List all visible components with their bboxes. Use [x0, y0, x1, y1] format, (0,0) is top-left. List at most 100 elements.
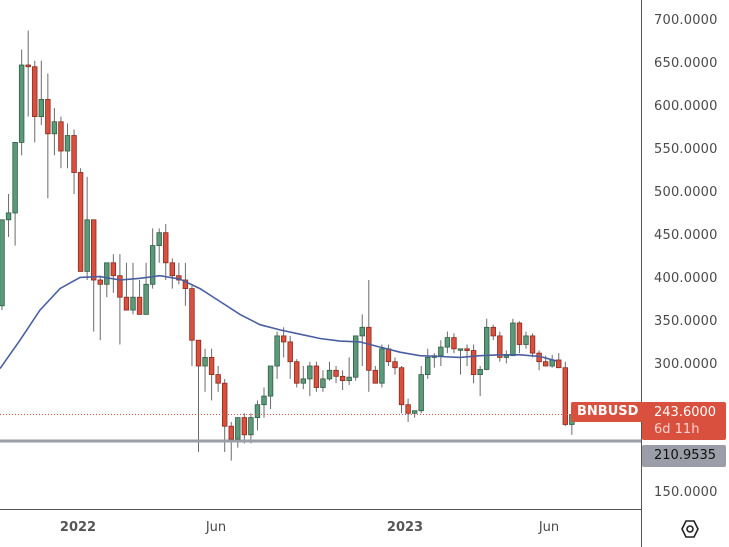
symbol-label: BNBUSD	[571, 402, 645, 422]
candle-body[interactable]	[542, 361, 549, 367]
candle-body[interactable]	[110, 262, 117, 277]
candle-body[interactable]	[333, 369, 339, 377]
candle-body[interactable]	[38, 99, 44, 118]
candle-body[interactable]	[91, 219, 97, 281]
candle-body[interactable]	[18, 64, 25, 143]
candle-body[interactable]	[510, 322, 516, 357]
candle-body[interactable]	[366, 326, 372, 371]
candle-body[interactable]	[84, 219, 90, 272]
candle-body[interactable]	[104, 262, 110, 285]
candle-body[interactable]	[143, 283, 149, 315]
candle-body[interactable]	[372, 369, 379, 384]
candle-body[interactable]	[117, 275, 123, 298]
candle-body[interactable]	[352, 335, 359, 378]
candle-body[interactable]	[123, 296, 130, 311]
candle-body[interactable]	[392, 361, 398, 369]
candle-body[interactable]	[25, 64, 31, 68]
candle-body[interactable]	[490, 326, 496, 337]
candle-body[interactable]	[339, 375, 346, 382]
candle-body[interactable]	[294, 361, 300, 384]
candle-body[interactable]	[0, 219, 5, 307]
candle-body[interactable]	[5, 212, 12, 221]
candle-body[interactable]	[221, 382, 228, 427]
price-tick-label: 450.0000	[654, 228, 718, 243]
candle-body[interactable]	[280, 335, 287, 343]
candle-body[interactable]	[195, 339, 202, 367]
candle-body[interactable]	[169, 262, 175, 277]
candle-body[interactable]	[320, 378, 326, 388]
candle-body[interactable]	[202, 356, 208, 367]
price-tick-label: 300.0000	[654, 357, 718, 372]
candle-body[interactable]	[529, 335, 536, 354]
candle-body[interactable]	[163, 232, 169, 264]
candle-body[interactable]	[346, 376, 352, 382]
candle-body[interactable]	[326, 369, 333, 380]
candle-body[interactable]	[385, 348, 392, 363]
candle-body[interactable]	[405, 404, 411, 414]
candle-body[interactable]	[444, 337, 451, 348]
price-tick-label: 150.0000	[654, 485, 718, 500]
price-tick-label: 650.0000	[654, 56, 718, 71]
candle-body[interactable]	[503, 355, 510, 358]
candle-body[interactable]	[556, 359, 562, 369]
candle-body[interactable]	[300, 378, 306, 384]
candle-body[interactable]	[71, 135, 77, 173]
candle-body[interactable]	[425, 356, 431, 375]
candle-body[interactable]	[411, 410, 418, 414]
price-tick-label: 400.0000	[654, 271, 718, 286]
candle-body[interactable]	[189, 288, 195, 341]
candle-body[interactable]	[398, 367, 405, 406]
candle-body[interactable]	[464, 348, 470, 351]
price-tick-label: 600.0000	[654, 99, 718, 114]
price-tick-label: 350.0000	[654, 314, 718, 329]
candle-body[interactable]	[32, 66, 38, 118]
candle-body[interactable]	[438, 346, 444, 357]
candle-body[interactable]	[182, 279, 189, 290]
candle-body[interactable]	[287, 341, 293, 363]
candle-body[interactable]	[64, 135, 71, 152]
candle-body[interactable]	[130, 296, 136, 311]
candle-body[interactable]	[274, 335, 280, 367]
candle-body[interactable]	[208, 356, 215, 375]
candles-layer	[0, 30, 575, 461]
candle-body[interactable]	[215, 374, 221, 384]
time-tick-label: 2022	[59, 520, 97, 535]
candle-body[interactable]	[523, 335, 529, 345]
candle-body[interactable]	[136, 296, 143, 315]
candle-body[interactable]	[497, 335, 503, 358]
candle-body[interactable]	[97, 279, 103, 285]
candle-body[interactable]	[235, 417, 241, 440]
candle-body[interactable]	[149, 245, 156, 285]
level-price-tag: 210.9535	[642, 445, 726, 467]
settings-icon[interactable]	[680, 519, 700, 539]
candle-body[interactable]	[156, 232, 162, 246]
current-price-tag: 243.6000 6d 11h	[642, 402, 726, 440]
time-tick-label: 2023	[386, 520, 424, 535]
candle-body[interactable]	[248, 417, 254, 436]
bar-countdown: 6d 11h	[654, 422, 700, 437]
candle-body[interactable]	[261, 395, 267, 406]
candle-body[interactable]	[307, 365, 313, 380]
candle-body[interactable]	[457, 348, 464, 351]
time-tick-label: Jun	[538, 520, 560, 535]
candle-body[interactable]	[51, 121, 58, 135]
candle-body[interactable]	[267, 365, 274, 397]
candle-body[interactable]	[451, 337, 457, 350]
candle-body[interactable]	[477, 369, 483, 376]
candle-body[interactable]	[45, 99, 51, 135]
candle-body[interactable]	[516, 322, 523, 345]
candle-body[interactable]	[241, 417, 248, 436]
candle-body[interactable]	[313, 365, 320, 388]
candle-body[interactable]	[58, 121, 64, 152]
candle-body[interactable]	[483, 326, 490, 370]
candle-body[interactable]	[77, 172, 84, 272]
candle-body[interactable]	[228, 425, 234, 440]
candle-body[interactable]	[359, 326, 365, 337]
candle-body[interactable]	[254, 404, 261, 419]
candle-body[interactable]	[562, 367, 568, 425]
candle-body[interactable]	[470, 350, 477, 375]
candle-body[interactable]	[379, 348, 385, 384]
candle-body[interactable]	[418, 374, 424, 412]
candle-body[interactable]	[12, 141, 18, 214]
